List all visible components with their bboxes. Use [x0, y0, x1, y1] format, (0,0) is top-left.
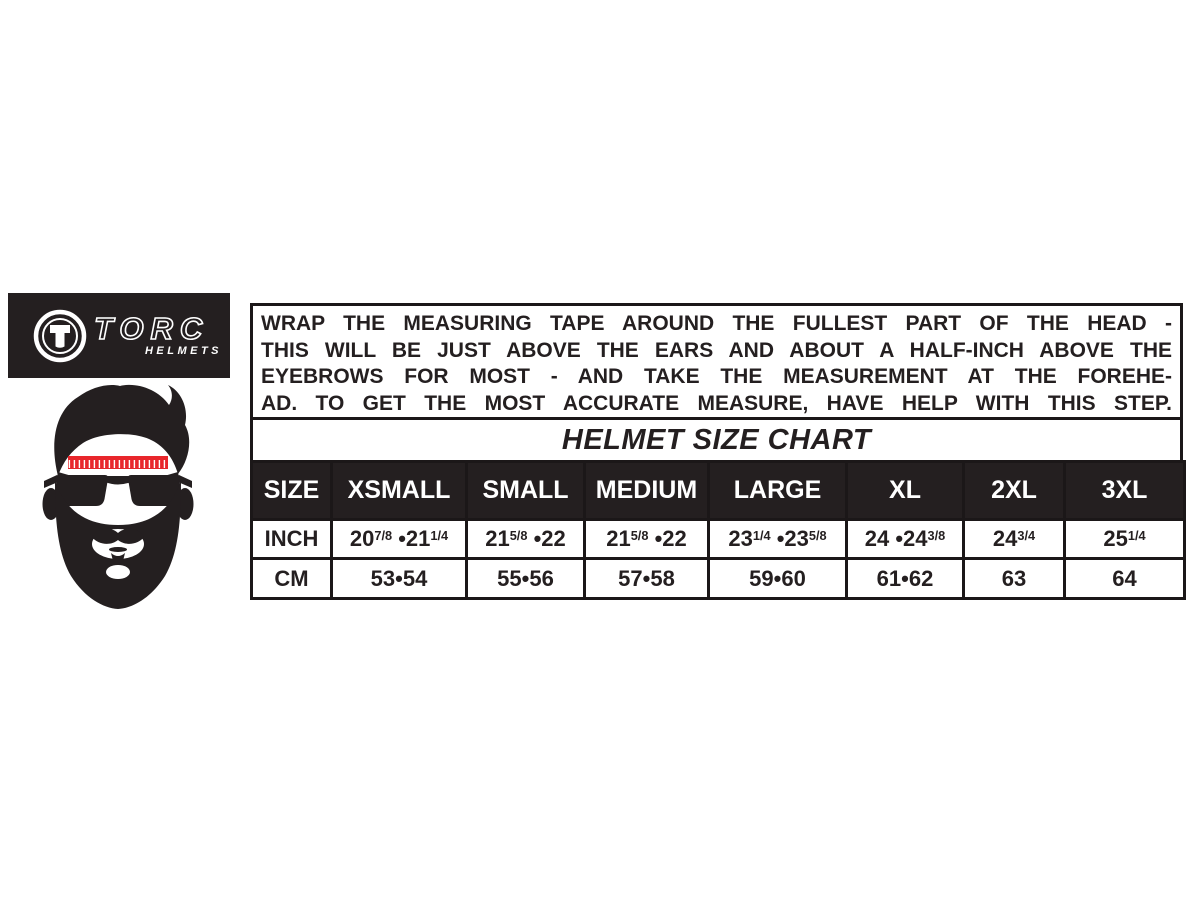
- cell-inch-large: 231/4 •235/8: [707, 518, 848, 560]
- row-label-cm: CM: [250, 557, 333, 600]
- cell-cm-xsmall: 53•54: [330, 557, 468, 600]
- column-header-3xl: 3XL: [1063, 460, 1186, 521]
- column-header-medium: MEDIUM: [583, 460, 710, 521]
- chart-title-band: HELMET SIZE CHART: [250, 420, 1183, 460]
- chin: [106, 565, 130, 579]
- cell-cm-medium: 57•58: [583, 557, 710, 600]
- cell-cm-small: 55•56: [465, 557, 586, 600]
- measuring-instructions: WRAP THE MEASURING TAPE AROUND THE FULLE…: [250, 303, 1183, 420]
- chart-title: HELMET SIZE CHART: [561, 423, 872, 456]
- cell-inch-3xl: 251/4: [1063, 518, 1186, 560]
- row-label-inch: INCH: [250, 518, 333, 560]
- column-header-small: SMALL: [465, 460, 586, 521]
- column-header-xl: XL: [845, 460, 965, 521]
- sunglasses-icon: [44, 475, 192, 506]
- cell-inch-2xl: 243/4: [962, 518, 1066, 560]
- helmet-size-table: SIZE XSMALL SMALL MEDIUM LARGE XL 2XL 3X…: [250, 460, 1186, 600]
- column-header-large: LARGE: [707, 460, 848, 521]
- instruction-line: THIS WILL BE JUST ABOVE THE EARS AND ABO…: [261, 338, 1172, 362]
- mustache: [92, 528, 144, 544]
- size-chart-panel: WRAP THE MEASURING TAPE AROUND THE FULLE…: [250, 303, 1186, 600]
- cell-cm-2xl: 63: [962, 557, 1066, 600]
- table-row-inch: INCH 207/8 •211/4 215/8 •22 215/8 •22 23…: [250, 518, 1186, 560]
- column-header-size: SIZE: [250, 460, 333, 521]
- column-header-2xl: 2XL: [962, 460, 1066, 521]
- column-header-xsmall: XSMALL: [330, 460, 468, 521]
- table-row-cm: CM 53•54 55•56 57•58 59•60 61•62 63 64: [250, 557, 1186, 600]
- instruction-line: EYEBROWS FOR MOST - AND TAKE THE MEASURE…: [261, 365, 1172, 388]
- cell-cm-xl: 61•62: [845, 557, 965, 600]
- cell-inch-medium: 215/8 •22: [583, 518, 710, 560]
- cell-cm-3xl: 64: [1063, 557, 1186, 600]
- torc-t-icon: [33, 309, 87, 363]
- cell-inch-xsmall: 207/8 •211/4: [330, 518, 468, 560]
- cell-cm-large: 59•60: [707, 557, 848, 600]
- brand-subtitle: HELMETS: [144, 345, 222, 357]
- measuring-tape: [68, 456, 168, 469]
- brand-name: TORC: [93, 310, 210, 347]
- brand-logo-box: TORC HELMETS: [8, 293, 230, 378]
- instruction-line: AD. TO GET THE MOST ACCURATE MEASURE, HA…: [261, 391, 1172, 415]
- hair: [54, 384, 190, 476]
- cell-inch-xl: 24 •243/8: [845, 518, 965, 560]
- cell-inch-small: 215/8 •22: [465, 518, 586, 560]
- instruction-line: WRAP THE MEASURING TAPE AROUND THE FULLE…: [261, 312, 1172, 335]
- header-row: SIZE XSMALL SMALL MEDIUM LARGE XL 2XL 3X…: [250, 460, 1186, 521]
- head-measurement-illustration: [42, 382, 194, 617]
